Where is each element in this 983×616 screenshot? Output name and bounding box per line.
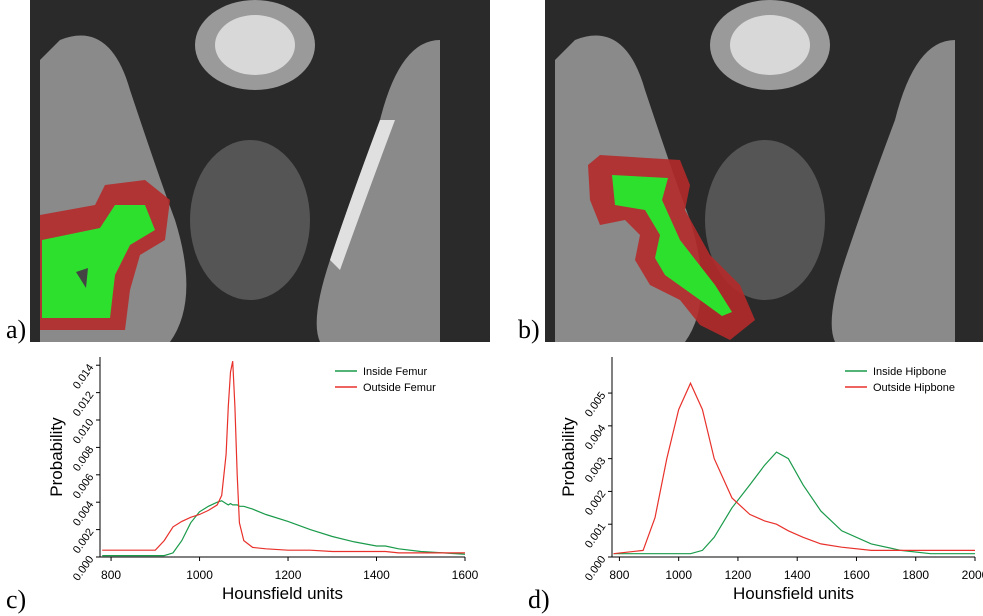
y-tick-label: 0.006	[71, 472, 97, 501]
y-tick-label: 0.003	[583, 455, 609, 484]
y-tick-label: 0.005	[583, 390, 609, 419]
x-axis-label: Hounsfield units	[222, 584, 343, 603]
x-tick-label: 1200	[275, 568, 302, 582]
y-tick-label: 0.002	[71, 526, 97, 555]
x-tick-label: 2000	[962, 568, 983, 582]
x-tick-label: 1600	[843, 568, 870, 582]
y-tick-label: 0.010	[71, 417, 97, 446]
panel-label: a)	[6, 315, 26, 344]
y-tick-label: 0.012	[71, 389, 97, 418]
y-tick-label: 0.000	[71, 554, 97, 583]
x-tick-label: 800	[101, 568, 121, 582]
ct-image-b	[545, 0, 983, 342]
x-tick-label: 1200	[725, 568, 752, 582]
series-line	[613, 451, 975, 555]
x-axis-label: Hounsfield units	[733, 584, 854, 603]
y-axis-label: Probability	[559, 417, 578, 497]
panel-label: d)	[528, 585, 550, 614]
legend-label: Outside Hipbone	[873, 382, 955, 394]
series-line	[102, 360, 465, 554]
x-tick-label: 1000	[186, 568, 213, 582]
ct-image-a	[30, 0, 490, 342]
y-tick-label: 0.008	[71, 444, 97, 473]
x-tick-label: 1400	[784, 568, 811, 582]
x-tick-label: 800	[609, 568, 629, 582]
x-tick-label: 1000	[665, 568, 692, 582]
y-tick-label: 0.014	[71, 362, 97, 391]
y-tick-label: 0.000	[583, 554, 609, 583]
series-line	[102, 500, 466, 557]
legend-label: Outside Femur	[363, 382, 436, 394]
panel-label: b)	[518, 315, 540, 344]
y-tick-label: 0.001	[583, 521, 609, 550]
panel-label: c)	[6, 585, 26, 614]
x-tick-label: 1800	[902, 568, 929, 582]
legend-label: Inside Hipbone	[873, 366, 946, 378]
x-tick-label: 1600	[452, 568, 479, 582]
y-tick-label: 0.004	[71, 499, 97, 528]
legend-label: Inside Femur	[363, 366, 428, 378]
x-tick-label: 1400	[363, 568, 390, 582]
y-axis-label: Probability	[47, 417, 66, 497]
y-tick-label: 0.004	[583, 423, 609, 452]
y-tick-label: 0.002	[583, 488, 609, 517]
series-line	[613, 381, 975, 555]
